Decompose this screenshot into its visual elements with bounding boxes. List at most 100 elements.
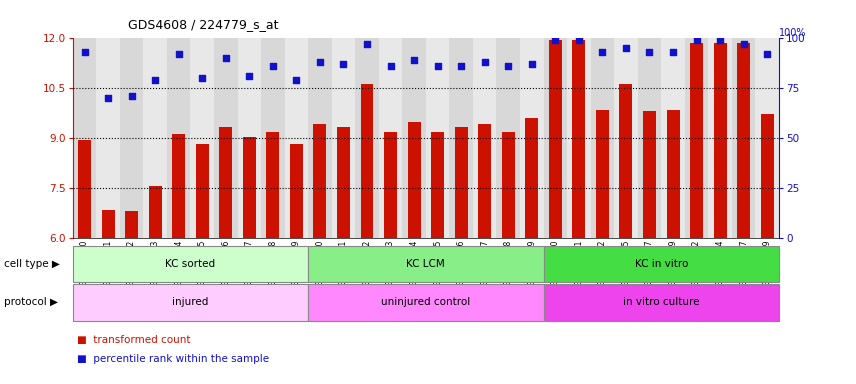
Point	[172, 51, 186, 58]
Bar	[196, 144, 209, 238]
Point	[148, 77, 162, 83]
Point	[643, 49, 657, 55]
Bar	[149, 186, 162, 238]
Point	[666, 49, 680, 55]
Bar	[685, 38, 708, 238]
Bar	[567, 38, 591, 238]
Bar	[337, 127, 350, 238]
Point	[219, 55, 233, 61]
Bar	[449, 38, 473, 238]
Point	[478, 59, 491, 65]
Text: KC LCM: KC LCM	[407, 259, 445, 269]
Bar	[473, 38, 496, 238]
Bar	[425, 38, 449, 238]
Bar	[638, 38, 661, 238]
Text: injured: injured	[172, 297, 209, 308]
Bar	[73, 38, 96, 238]
Bar	[78, 140, 91, 238]
Bar	[573, 40, 586, 238]
Bar	[455, 127, 467, 238]
Bar	[384, 132, 397, 238]
Bar	[737, 43, 750, 238]
Bar	[591, 38, 614, 238]
Point	[407, 57, 421, 63]
Text: ■  transformed count: ■ transformed count	[77, 335, 191, 345]
Point	[313, 59, 327, 65]
Bar	[237, 38, 261, 238]
Point	[266, 63, 280, 70]
Bar	[479, 124, 491, 238]
Text: KC sorted: KC sorted	[165, 259, 216, 269]
Point	[572, 37, 586, 43]
Bar	[73, 246, 308, 282]
Bar	[544, 284, 779, 321]
Bar	[143, 38, 167, 238]
Bar	[755, 38, 779, 238]
Bar	[502, 132, 514, 238]
Bar	[549, 40, 562, 238]
Bar	[331, 38, 355, 238]
Bar	[190, 38, 214, 238]
Bar	[167, 38, 190, 238]
Point	[336, 61, 350, 68]
Point	[242, 73, 256, 79]
Bar	[667, 110, 680, 238]
Point	[760, 51, 774, 58]
Bar	[402, 38, 425, 238]
Text: KC in vitro: KC in vitro	[634, 259, 688, 269]
Bar	[690, 43, 703, 238]
Point	[619, 45, 633, 51]
Bar	[708, 38, 732, 238]
Bar	[407, 122, 420, 238]
Text: GDS4608 / 224779_s_at: GDS4608 / 224779_s_at	[128, 18, 279, 31]
Text: in vitro culture: in vitro culture	[623, 297, 699, 308]
Text: uninjured control: uninjured control	[381, 297, 471, 308]
Bar	[96, 38, 120, 238]
Bar	[172, 134, 185, 238]
Bar	[643, 111, 656, 238]
Bar	[544, 38, 567, 238]
Point	[125, 93, 139, 99]
Bar	[120, 38, 143, 238]
Point	[383, 63, 397, 70]
Bar	[355, 38, 378, 238]
Bar	[290, 144, 303, 238]
Bar	[526, 118, 538, 238]
Point	[289, 77, 303, 83]
Text: 100%: 100%	[779, 28, 806, 38]
Bar	[261, 38, 284, 238]
Point	[525, 61, 538, 68]
Point	[431, 63, 444, 70]
Point	[195, 75, 209, 81]
Point	[101, 95, 115, 101]
Bar	[243, 137, 256, 238]
Point	[455, 63, 468, 70]
Point	[549, 37, 562, 43]
Bar	[614, 38, 638, 238]
Point	[502, 63, 515, 70]
Point	[78, 49, 92, 55]
Point	[596, 49, 609, 55]
Point	[713, 37, 727, 43]
Bar	[360, 84, 373, 238]
Bar	[125, 211, 138, 238]
Bar	[714, 43, 727, 238]
Text: ■  percentile rank within the sample: ■ percentile rank within the sample	[77, 354, 269, 364]
Bar	[266, 132, 279, 238]
Bar	[214, 38, 237, 238]
Bar	[284, 38, 308, 238]
Bar	[544, 246, 779, 282]
Bar	[732, 38, 755, 238]
Bar	[596, 110, 609, 238]
Bar	[620, 84, 633, 238]
Text: protocol ▶: protocol ▶	[4, 297, 58, 308]
Bar	[308, 38, 331, 238]
Point	[737, 41, 751, 48]
Bar	[219, 127, 232, 238]
Bar	[313, 124, 326, 238]
Bar	[520, 38, 544, 238]
Bar	[761, 114, 774, 238]
Bar	[378, 38, 402, 238]
Point	[360, 41, 374, 48]
Bar	[661, 38, 685, 238]
